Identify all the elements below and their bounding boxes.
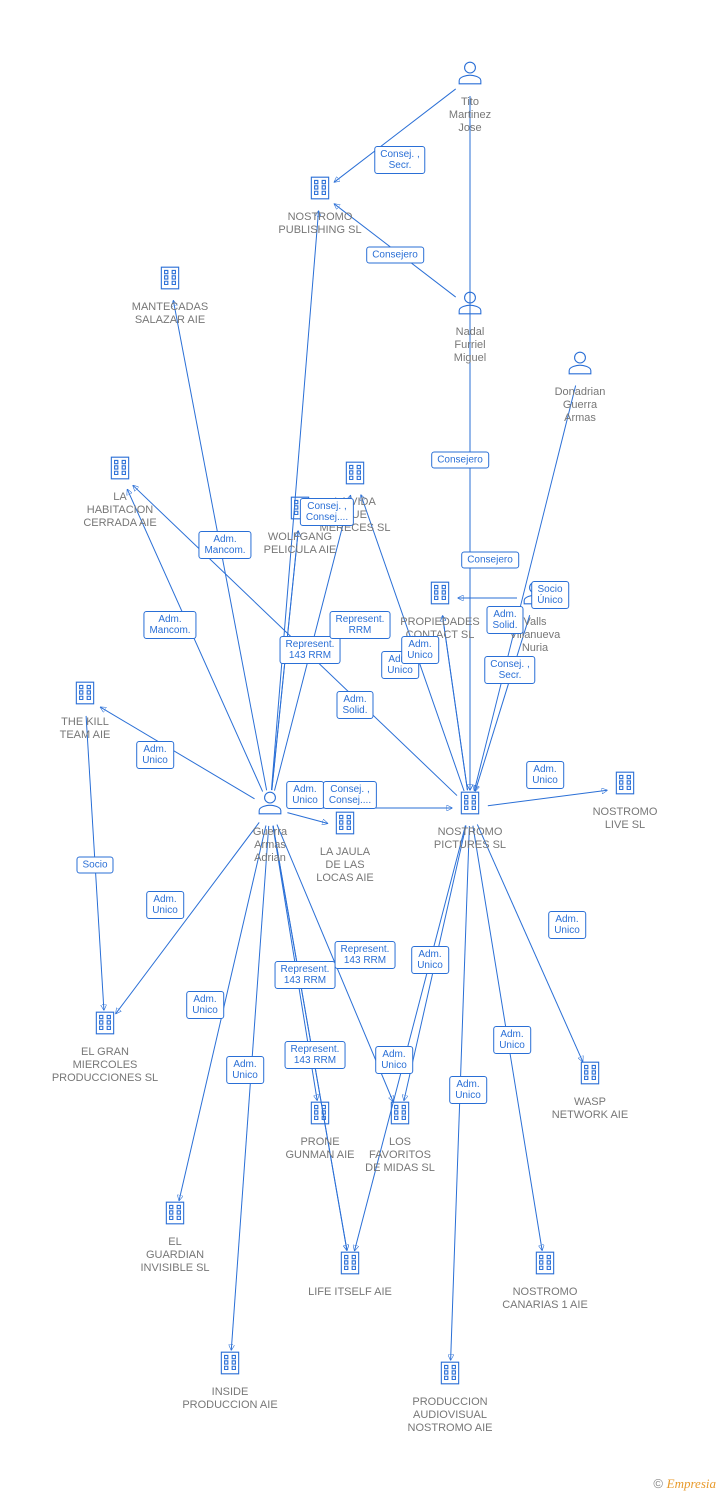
edge-label: Consej. ,Secr. (484, 656, 535, 684)
node-label: THE KILLTEAM AIE (30, 716, 140, 742)
company-node[interactable]: PROPIEDADESCONTACT SL (385, 580, 495, 642)
edge-label: Consej. ,Secr. (374, 146, 425, 174)
node-label: TitoMartinezJose (415, 96, 525, 136)
edge-label: Adm.Unico (146, 891, 184, 919)
company-node[interactable]: LA JAULADE LASLOCAS AIE (290, 810, 400, 885)
company-node[interactable]: PRODUCCIONAUDIOVISUALNOSTROMO AIE (395, 1360, 505, 1435)
node-label: NadalFurrielMiguel (415, 326, 525, 366)
company-node[interactable]: NOSTROMOPICTURES SL (415, 790, 525, 852)
company-node[interactable]: THE KILLTEAM AIE (30, 680, 140, 742)
company-node[interactable]: NOSTROMOPUBLISHING SL (265, 175, 375, 237)
edge-label: Adm.Solid. (336, 691, 373, 719)
edge-label: Adm.Solid. (486, 606, 523, 634)
building-icon (415, 790, 525, 824)
node-label: INSIDEPRODUCCION AIE (175, 1386, 285, 1412)
company-node[interactable]: LOSFAVORITOSDE MIDAS SL (345, 1100, 455, 1175)
edge-label: Represent.143 RRM (280, 636, 341, 664)
edge-label: Consej. ,Consej.... (300, 498, 354, 526)
node-label: DonadrianGuerraArmas (525, 386, 635, 426)
node-label: NOSTROMOPUBLISHING SL (265, 211, 375, 237)
node-label: LOSFAVORITOSDE MIDAS SL (345, 1136, 455, 1176)
edge-label: Adm.Unico (136, 741, 174, 769)
edge-label: Adm.Unico (493, 1026, 531, 1054)
copyright: © Empresia (653, 1476, 716, 1492)
edge-label: Adm.Unico (375, 1046, 413, 1074)
building-icon (345, 1100, 455, 1134)
company-node[interactable]: ELGUARDIANINVISIBLE SL (120, 1200, 230, 1275)
company-node[interactable]: WASPNETWORK AIE (535, 1060, 645, 1122)
copyright-symbol: © (653, 1476, 663, 1491)
edge-label: Adm.Unico (286, 781, 324, 809)
edge (355, 825, 466, 1250)
node-label: MANTECADASSALAZAR AIE (115, 301, 225, 327)
building-icon (385, 580, 495, 614)
company-node[interactable]: NOSTROMOLIVE SL (570, 770, 680, 832)
company-node[interactable]: EL GRANMIERCOLESPRODUCCIONES SL (50, 1010, 160, 1085)
edge-label: Adm.Mancom. (198, 531, 251, 559)
node-label: NOSTROMOPICTURES SL (415, 826, 525, 852)
building-icon (570, 770, 680, 804)
edge-label: Adm.Unico (226, 1056, 264, 1084)
node-label: LA JAULADE LASLOCAS AIE (290, 846, 400, 886)
edge-label: Consejero (461, 552, 519, 569)
edge-label: Adm.Unico (449, 1076, 487, 1104)
edge-label: Socio (76, 857, 113, 874)
edge-label: SocioÚnico (531, 581, 569, 609)
building-icon (120, 1200, 230, 1234)
edge-label: Represent.143 RRM (275, 961, 336, 989)
building-icon (50, 1010, 160, 1044)
company-node[interactable]: LAHABITACIONCERRADA AIE (65, 455, 175, 530)
person-icon (415, 60, 525, 94)
building-icon (300, 460, 410, 494)
company-node[interactable]: NOSTROMOCANARIAS 1 AIE (490, 1250, 600, 1312)
node-label: PRODUCCIONAUDIOVISUALNOSTROMO AIE (395, 1396, 505, 1436)
company-node[interactable]: LIFE ITSELF AIE (295, 1250, 405, 1299)
edge-label: Adm.Unico (526, 761, 564, 789)
person-node[interactable]: NadalFurrielMiguel (415, 290, 525, 365)
edge (231, 826, 268, 1350)
edge-label: Adm.Unico (548, 911, 586, 939)
company-node[interactable]: INSIDEPRODUCCION AIE (175, 1350, 285, 1412)
building-icon (265, 175, 375, 209)
building-icon (535, 1060, 645, 1094)
person-icon (415, 290, 525, 324)
edge-label: Adm.Unico (411, 946, 449, 974)
building-icon (30, 680, 140, 714)
edge-label: Adm.Unico (186, 991, 224, 1019)
edge-label: Consejero (366, 247, 424, 264)
person-icon (525, 350, 635, 384)
building-icon (395, 1360, 505, 1394)
building-icon (175, 1350, 285, 1384)
edge-label: Adm.Mancom. (143, 611, 196, 639)
node-label: EL GRANMIERCOLESPRODUCCIONES SL (50, 1046, 160, 1086)
building-icon (290, 810, 400, 844)
person-node[interactable]: TitoMartinezJose (415, 60, 525, 135)
edge-label: Consejero (431, 452, 489, 469)
edge-label: Consej. ,Consej.... (323, 781, 377, 809)
edge-label: Represent.143 RRM (285, 1041, 346, 1069)
copyright-brand: Empresia (667, 1476, 716, 1491)
node-label: WOLFGANGPELICULA AIE (245, 531, 355, 557)
edge-label: Adm.Unico (401, 636, 439, 664)
node-label: LIFE ITSELF AIE (295, 1286, 405, 1299)
edge (273, 826, 347, 1251)
node-label: LAHABITACIONCERRADA AIE (65, 491, 175, 531)
building-icon (65, 455, 175, 489)
company-node[interactable]: MANTECADASSALAZAR AIE (115, 265, 225, 327)
node-label: NOSTROMOCANARIAS 1 AIE (490, 1286, 600, 1312)
person-node[interactable]: DonadrianGuerraArmas (525, 350, 635, 425)
building-icon (115, 265, 225, 299)
node-label: NOSTROMOLIVE SL (570, 806, 680, 832)
building-icon (490, 1250, 600, 1284)
edge-label: Represent.RRM (330, 611, 391, 639)
node-label: ELGUARDIANINVISIBLE SL (120, 1236, 230, 1276)
building-icon (295, 1250, 405, 1284)
edge-label: Represent.143 RRM (335, 941, 396, 969)
node-label: WASPNETWORK AIE (535, 1096, 645, 1122)
